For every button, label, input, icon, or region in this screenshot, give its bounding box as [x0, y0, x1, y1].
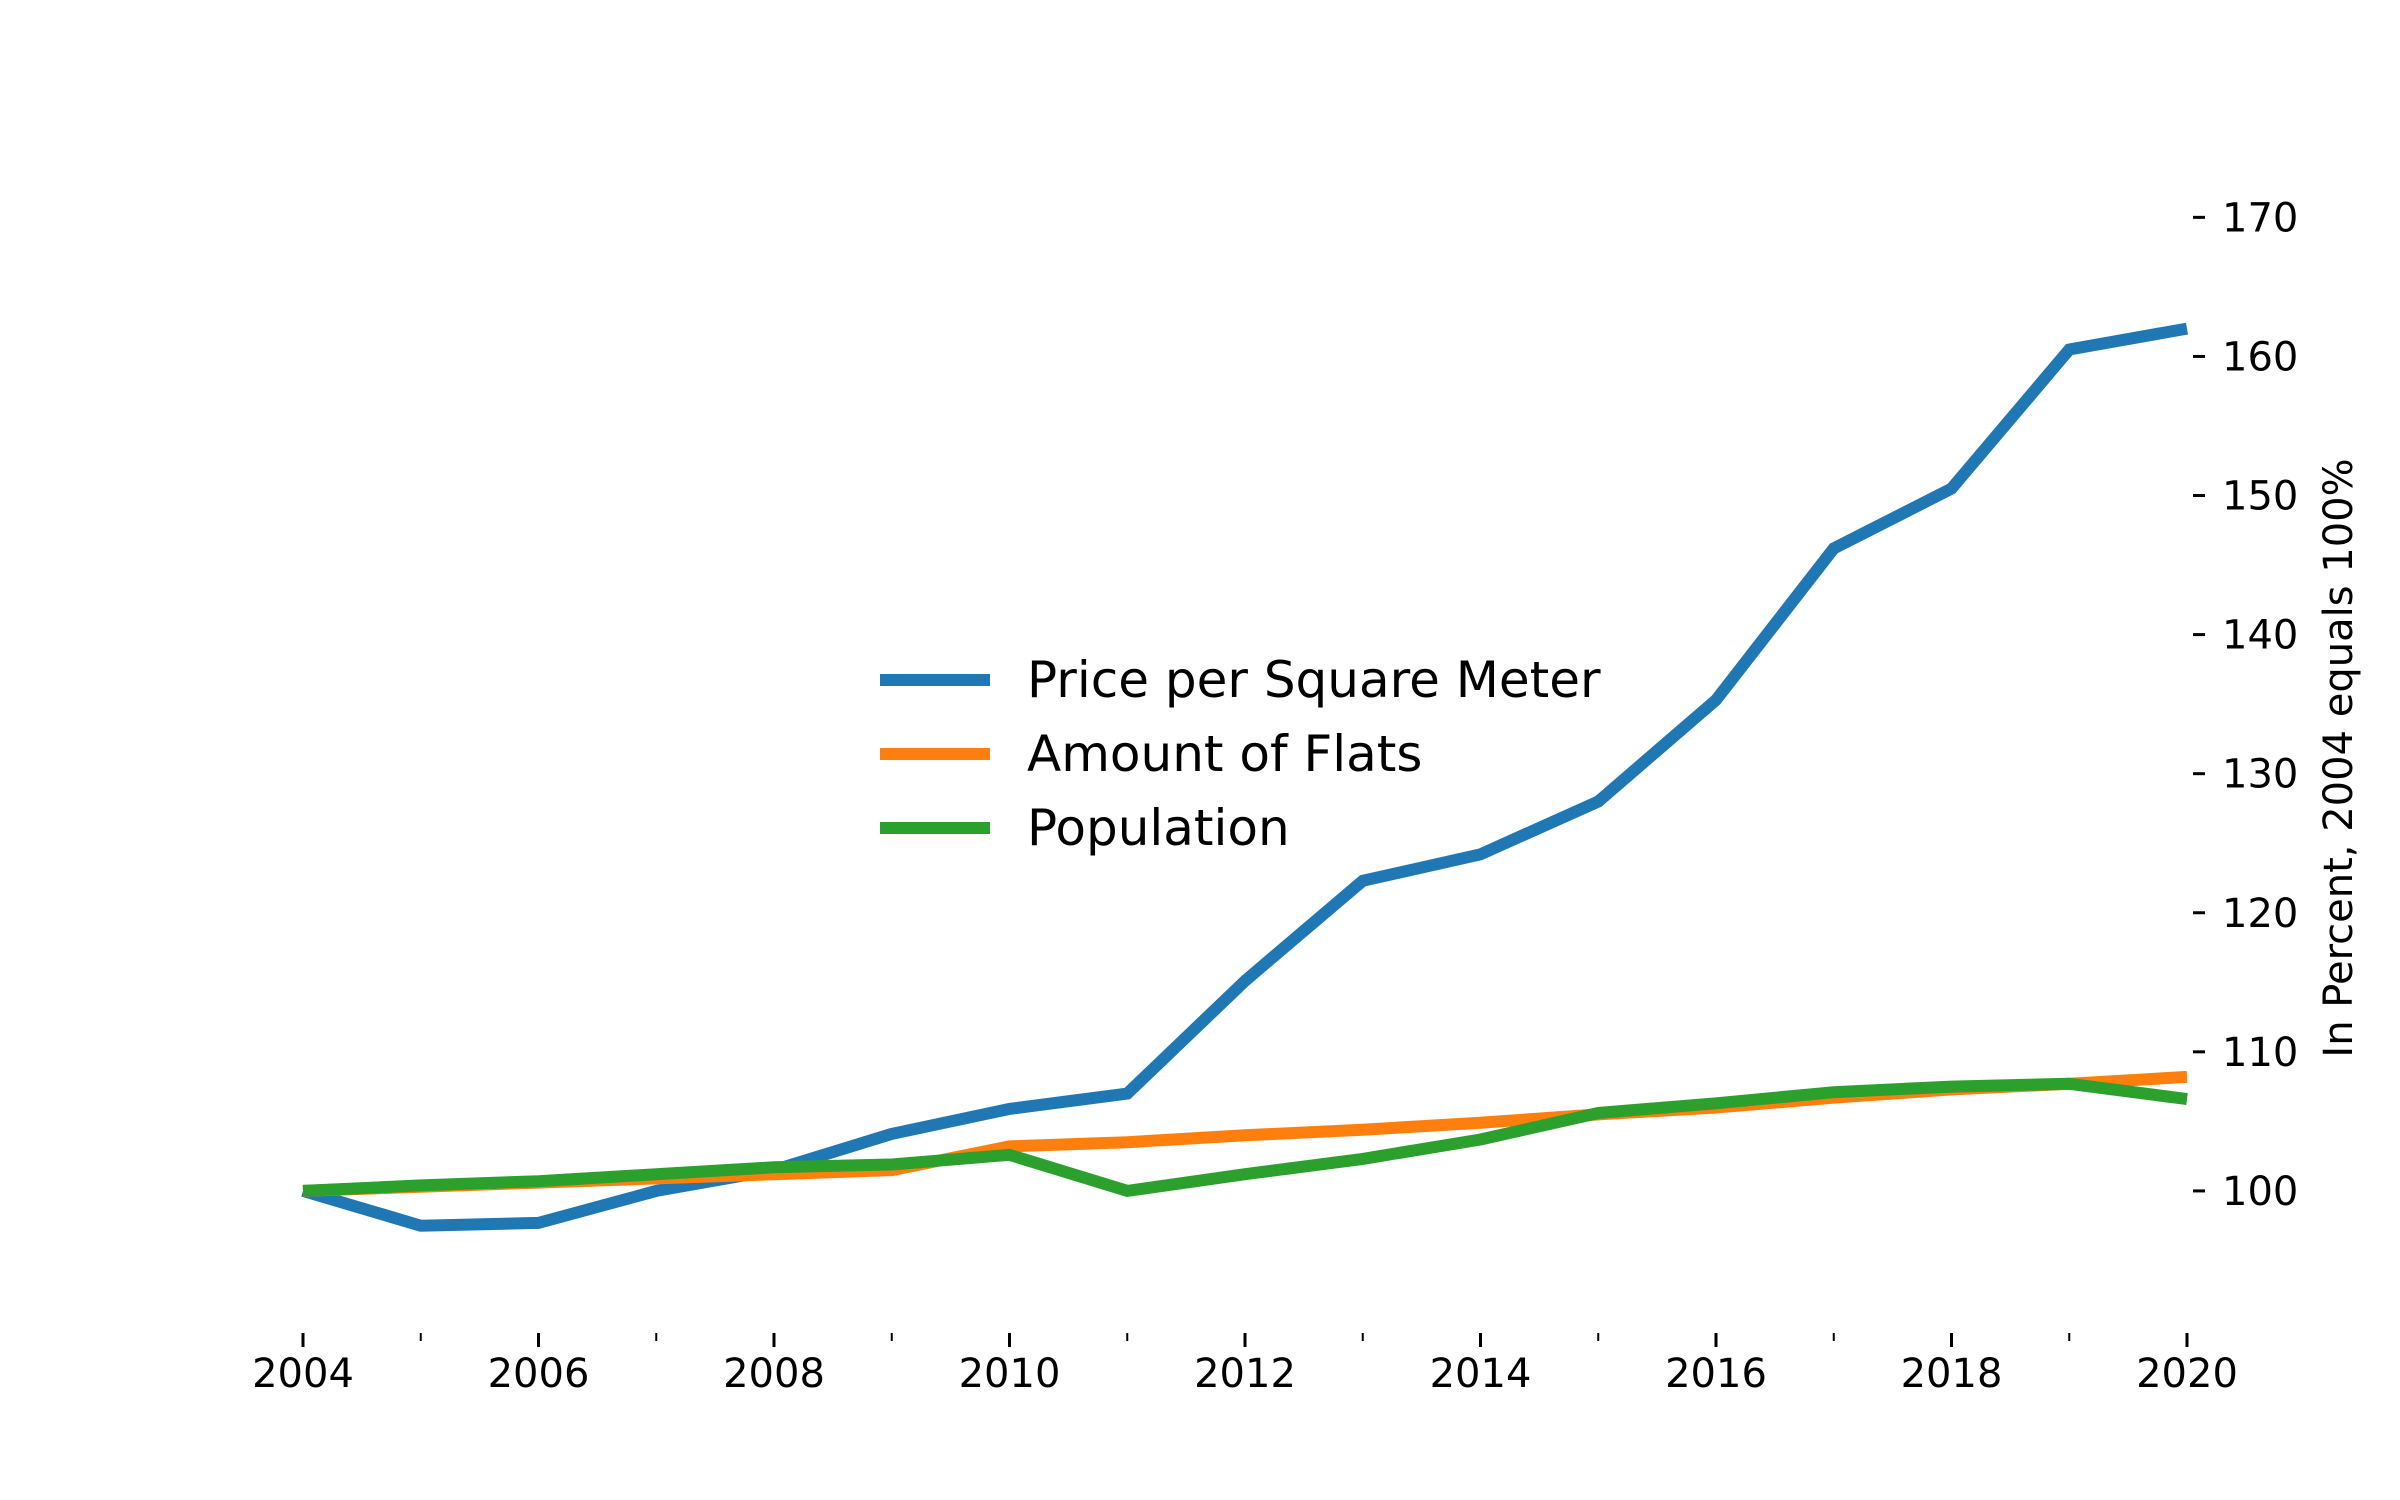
- series-layer: [301, 322, 2189, 1232]
- x-tick-label: 2018: [1901, 1351, 2003, 1397]
- x-tick-label: 2010: [959, 1351, 1061, 1397]
- y-tick-label: 120: [2222, 891, 2298, 937]
- series-line-2: [302, 1077, 2188, 1198]
- legend-label: Price per Square Meter: [1027, 651, 1601, 709]
- y-tick-label: 160: [2222, 334, 2298, 380]
- legend: Price per Square Meter Amount of Flats Pop…: [880, 651, 1601, 857]
- x-tick-label: 2016: [1665, 1351, 1767, 1397]
- x-tick-label: 2008: [723, 1351, 825, 1397]
- series-line-0: [301, 322, 2189, 1232]
- y-axis-title: In Percent, 2004 equals 100%: [2316, 458, 2362, 1057]
- y-tick-label: 140: [2222, 613, 2298, 659]
- y-tick-label: 170: [2222, 195, 2298, 241]
- x-axis: 2004 2006 2008 2010 2012 2014 2016 2018 2020: [252, 1333, 2238, 1397]
- legend-label: Population: [1027, 799, 1290, 857]
- y-axis: 100 110 120 130 140 150 160 170: [2193, 195, 2298, 1215]
- x-tick-label: 2012: [1194, 1351, 1296, 1397]
- y-tick-label: 130: [2222, 752, 2298, 798]
- legend-label: Amount of Flats: [1027, 725, 1422, 783]
- y-tick-label: 100: [2222, 1169, 2298, 1215]
- x-tick-label: 2006: [488, 1351, 590, 1397]
- x-tick-label: 2004: [252, 1351, 354, 1397]
- x-tick-label: 2014: [1430, 1351, 1532, 1397]
- x-tick-label: 2020: [2136, 1351, 2238, 1397]
- y-tick-label: 150: [2222, 474, 2298, 520]
- y-tick-label: 110: [2222, 1030, 2298, 1076]
